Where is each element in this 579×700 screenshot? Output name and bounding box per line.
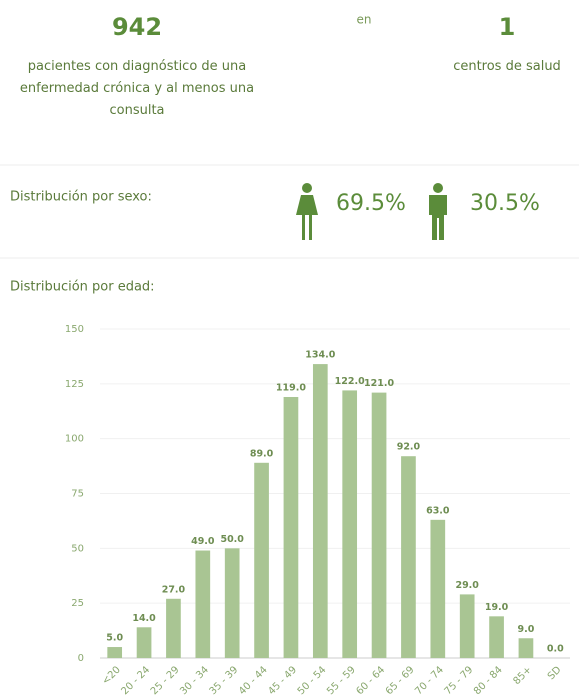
- x-tick-label: 25 - 29: [149, 664, 182, 697]
- x-tick-label: 20 - 24: [119, 664, 152, 697]
- x-tick-label: 60 - 64: [354, 664, 387, 697]
- value-label: 122.0: [335, 376, 365, 387]
- female-pct: 69.5%: [336, 191, 406, 216]
- y-tick-label: 25: [71, 598, 84, 609]
- x-tick-label: 40 - 44: [237, 664, 270, 697]
- value-label: 27.0: [162, 584, 186, 595]
- x-tick-label: 35 - 39: [208, 664, 241, 697]
- x-tick-label: 70 - 74: [413, 664, 446, 697]
- bar: [430, 519, 446, 658]
- centers-text: centros de salud: [453, 59, 561, 74]
- value-label: 5.0: [106, 633, 123, 644]
- patients-text: pacientes con diagnóstico de una enferme…: [19, 59, 255, 118]
- bar: [107, 647, 123, 658]
- bar: [195, 550, 211, 658]
- y-tick-label: 75: [71, 489, 84, 500]
- bar: [136, 627, 152, 658]
- bar: [371, 392, 387, 658]
- bar: [401, 456, 416, 658]
- centers-count: 1: [499, 13, 516, 41]
- x-tick-label: <20: [100, 664, 123, 687]
- sex-label: Distribución por sexo:: [10, 190, 152, 205]
- x-tick-label: 85+: [511, 664, 534, 687]
- value-label: 9.0: [518, 624, 535, 635]
- bar: [489, 616, 504, 658]
- patients-count: 942: [112, 13, 162, 41]
- value-label: 50.0: [220, 534, 244, 545]
- value-label: 121.0: [364, 378, 394, 389]
- male-pct: 30.5%: [470, 191, 540, 216]
- x-tick-label: 30 - 34: [178, 664, 211, 697]
- x-tick-label: SD: [546, 664, 564, 682]
- male-icon: [429, 183, 447, 240]
- x-tick-label: 80 - 84: [472, 664, 505, 697]
- bar: [166, 598, 181, 658]
- bar: [342, 390, 358, 658]
- age-label: Distribución por edad:: [10, 280, 155, 295]
- bar: [254, 462, 269, 658]
- value-label: 29.0: [455, 580, 479, 591]
- value-label: 19.0: [485, 602, 509, 613]
- y-tick-label: 125: [65, 379, 84, 390]
- value-label: 119.0: [276, 382, 306, 393]
- bar: [518, 638, 534, 658]
- bar: [224, 548, 240, 658]
- value-label: 89.0: [250, 448, 274, 459]
- bar: [459, 594, 475, 658]
- x-tick-label: 65 - 69: [384, 664, 417, 697]
- value-label: 134.0: [305, 350, 335, 361]
- y-tick-label: 100: [65, 434, 84, 445]
- value-label: 92.0: [397, 442, 421, 453]
- value-label: 14.0: [132, 613, 156, 624]
- connector: en: [357, 13, 372, 27]
- value-label: 0.0: [547, 644, 564, 655]
- y-tick-label: 0: [78, 653, 84, 664]
- x-tick-label: 55 - 59: [325, 664, 358, 697]
- y-tick-label: 150: [65, 324, 84, 335]
- bar: [312, 364, 328, 658]
- bar: [283, 396, 299, 658]
- value-label: 63.0: [426, 505, 450, 516]
- female-icon: [296, 183, 318, 240]
- y-tick-label: 50: [71, 543, 84, 554]
- x-tick-label: 45 - 49: [266, 664, 299, 697]
- x-tick-label: 50 - 54: [296, 664, 329, 697]
- value-label: 49.0: [191, 536, 215, 547]
- x-tick-label: 75 - 79: [443, 664, 476, 697]
